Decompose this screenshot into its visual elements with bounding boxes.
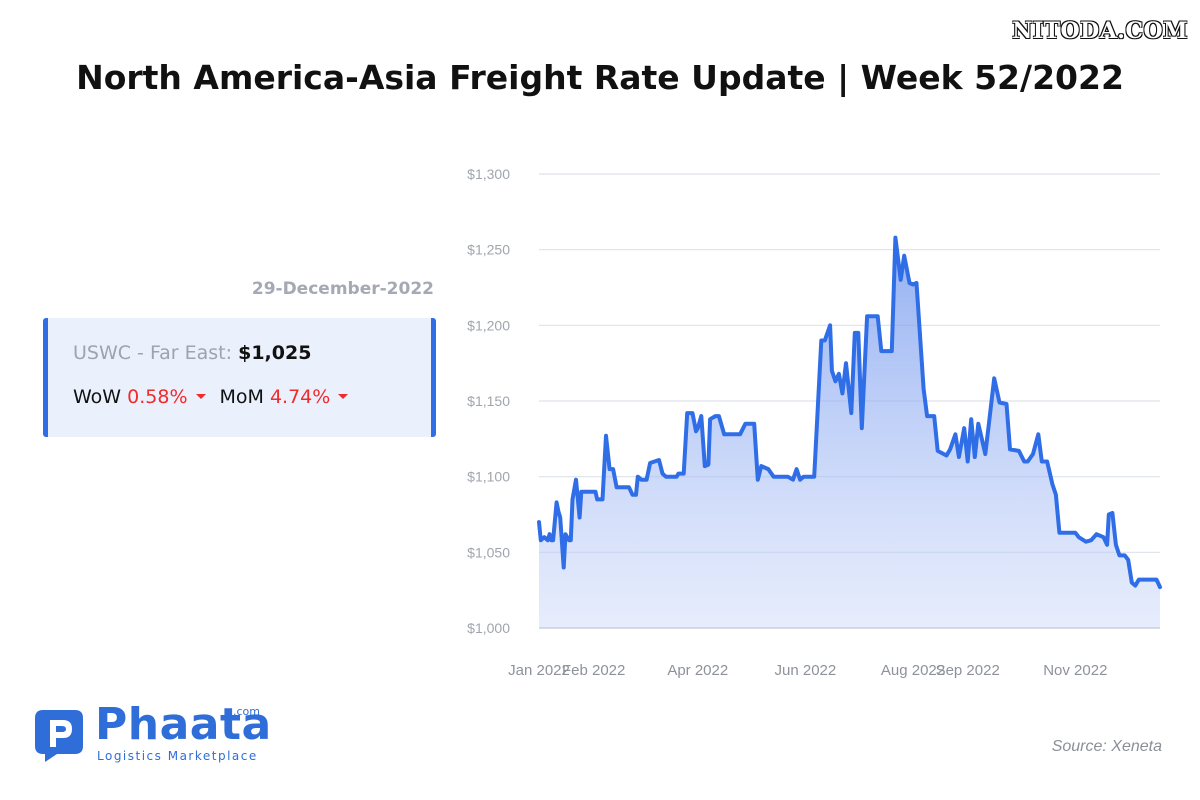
- y-tick-label: $1,250: [467, 242, 510, 258]
- logo-tagline: Logistics Marketplace: [97, 749, 258, 763]
- y-tick-label: $1,200: [467, 317, 510, 333]
- phaata-logo-icon: [35, 710, 83, 762]
- series-line: [537, 235, 1162, 590]
- logo-name: Phaata: [95, 699, 272, 750]
- route-line: USWC - Far East: $1,025: [73, 342, 311, 364]
- source-note: Source: Xeneta: [1051, 738, 1162, 755]
- x-tick-label: Jun 2022: [775, 662, 837, 679]
- watermark-text: NITODA.COM: [1012, 18, 1188, 44]
- mom-label: MoM: [219, 386, 264, 408]
- x-tick-label: Sep 2022: [936, 662, 1000, 679]
- x-tick-label: Jan 2022: [508, 662, 570, 679]
- y-tick-label: $1,050: [467, 544, 510, 560]
- caret-down-icon: [195, 393, 206, 399]
- change-line: WoW 0.58% MoM 4.74%: [73, 386, 362, 408]
- route-price: $1,025: [238, 342, 312, 364]
- route-label: USWC - Far East:: [73, 342, 233, 364]
- y-tick-label: $1,100: [467, 469, 510, 485]
- wow-label: WoW: [73, 386, 122, 408]
- mom-value: 4.74%: [269, 386, 331, 408]
- x-tick-label: Nov 2022: [1043, 662, 1107, 679]
- y-tick-label: $1,000: [467, 620, 510, 636]
- logo-suffix: .com: [233, 705, 260, 718]
- report-date: 29-December-2022: [251, 279, 434, 299]
- y-tick-label: $1,300: [467, 166, 510, 182]
- x-tick-label: Aug 2022: [881, 662, 945, 679]
- series-area: [539, 237, 1160, 628]
- wow-value: 0.58%: [127, 386, 188, 408]
- phaata-logo: Phaata .com Logistics Marketplace: [33, 699, 283, 767]
- y-tick-label: $1,150: [467, 393, 510, 409]
- page-title: North America-Asia Freight Rate Update |…: [76, 58, 1124, 97]
- x-tick-label: Apr 2022: [667, 662, 728, 679]
- caret-down-icon: [338, 393, 349, 399]
- rate-summary-card: USWC - Far East: $1,025 WoW 0.58% MoM 4.7…: [43, 318, 436, 437]
- x-tick-label: Feb 2022: [562, 662, 625, 679]
